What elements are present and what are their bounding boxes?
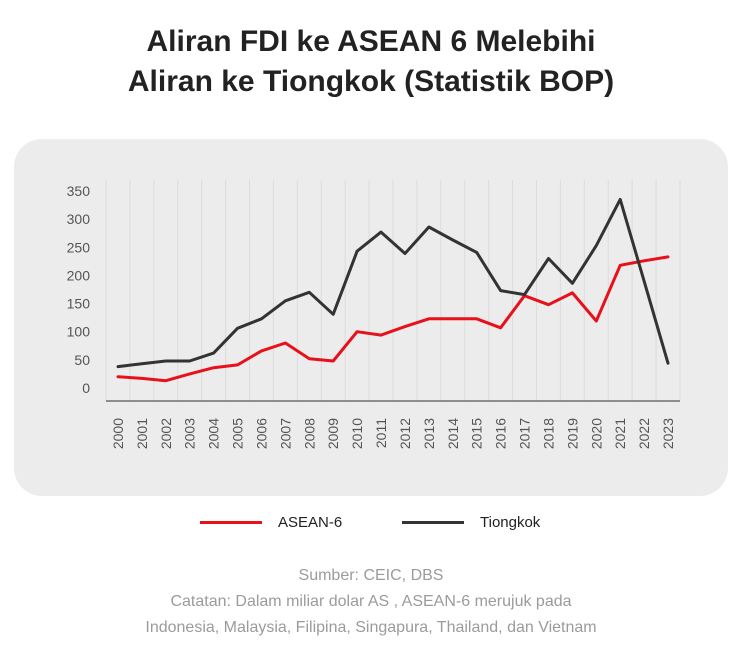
- y-tick-label: 100: [67, 324, 91, 340]
- x-tick-label: 2005: [230, 418, 246, 449]
- x-tick-label: 2020: [588, 418, 604, 449]
- y-tick-label: 250: [67, 239, 91, 255]
- y-tick-label: 150: [67, 296, 91, 312]
- x-tick-label: 2006: [253, 418, 269, 449]
- series-line-asean: [116, 255, 670, 383]
- legend-item-asean: ASEAN-6: [200, 511, 342, 533]
- x-tick-label: 2016: [493, 418, 509, 449]
- x-tick-label: 2019: [564, 418, 580, 449]
- chart-footer: Sumber: CEIC, DBS Catatan: Dalam miliar …: [0, 563, 742, 641]
- y-tick-label: 50: [74, 352, 90, 368]
- legend-label-china: Tiongkok: [480, 513, 541, 531]
- x-tick-label: 2013: [421, 418, 437, 449]
- x-tick-label: 2007: [277, 418, 293, 449]
- footnote-line-1: Catatan: Dalam miliar dolar AS , ASEAN-6…: [170, 593, 572, 610]
- legend: ASEAN-6 Tiongkok: [0, 511, 742, 533]
- x-tick-label: 2002: [158, 418, 174, 449]
- chart-title-line-1: Aliran FDI ke ASEAN 6 Melebihi: [146, 25, 596, 58]
- series-line-china: [116, 197, 670, 369]
- chart-title: Aliran FDI ke ASEAN 6 Melebihi Aliran ke…: [0, 22, 742, 102]
- legend-swatch-china: [402, 520, 464, 524]
- x-tick-label: 2014: [445, 418, 461, 449]
- x-tick-label: 2009: [325, 418, 341, 449]
- chart-title-line-2: Aliran ke Tiongkok (Statistik BOP): [127, 65, 615, 98]
- source-note: Sumber: CEIC, DBS: [298, 567, 444, 584]
- legend-label-asean: ASEAN-6: [278, 513, 343, 531]
- legend-item-china: Tiongkok: [402, 511, 540, 533]
- x-tick-label: 2011: [373, 418, 389, 448]
- y-tick-label: 350: [67, 183, 91, 199]
- chart-panel: [14, 139, 728, 496]
- x-tick-label: 2022: [636, 418, 652, 449]
- y-tick-label: 0: [82, 380, 90, 396]
- x-tick-label: 2004: [206, 418, 222, 449]
- x-tick-label: 2015: [469, 418, 485, 449]
- x-tick-label: 2010: [349, 418, 365, 449]
- footnote-line-2: Indonesia, Malaysia, Filipina, Singapura…: [145, 619, 597, 636]
- x-tick-label: 2012: [397, 418, 413, 449]
- x-tick-label: 2021: [612, 418, 628, 449]
- x-tick-label: 2008: [301, 418, 317, 449]
- x-tick-label: 2023: [660, 418, 676, 449]
- x-tick-label: 2001: [134, 418, 150, 449]
- x-tick-label: 2018: [540, 418, 556, 449]
- legend-swatch-asean: [200, 520, 262, 524]
- x-tick-label: 2000: [110, 418, 126, 449]
- x-tick-label: 2017: [517, 418, 533, 449]
- x-tick-label: 2003: [182, 418, 198, 449]
- y-tick-label: 300: [67, 211, 91, 227]
- y-tick-label: 200: [67, 267, 91, 283]
